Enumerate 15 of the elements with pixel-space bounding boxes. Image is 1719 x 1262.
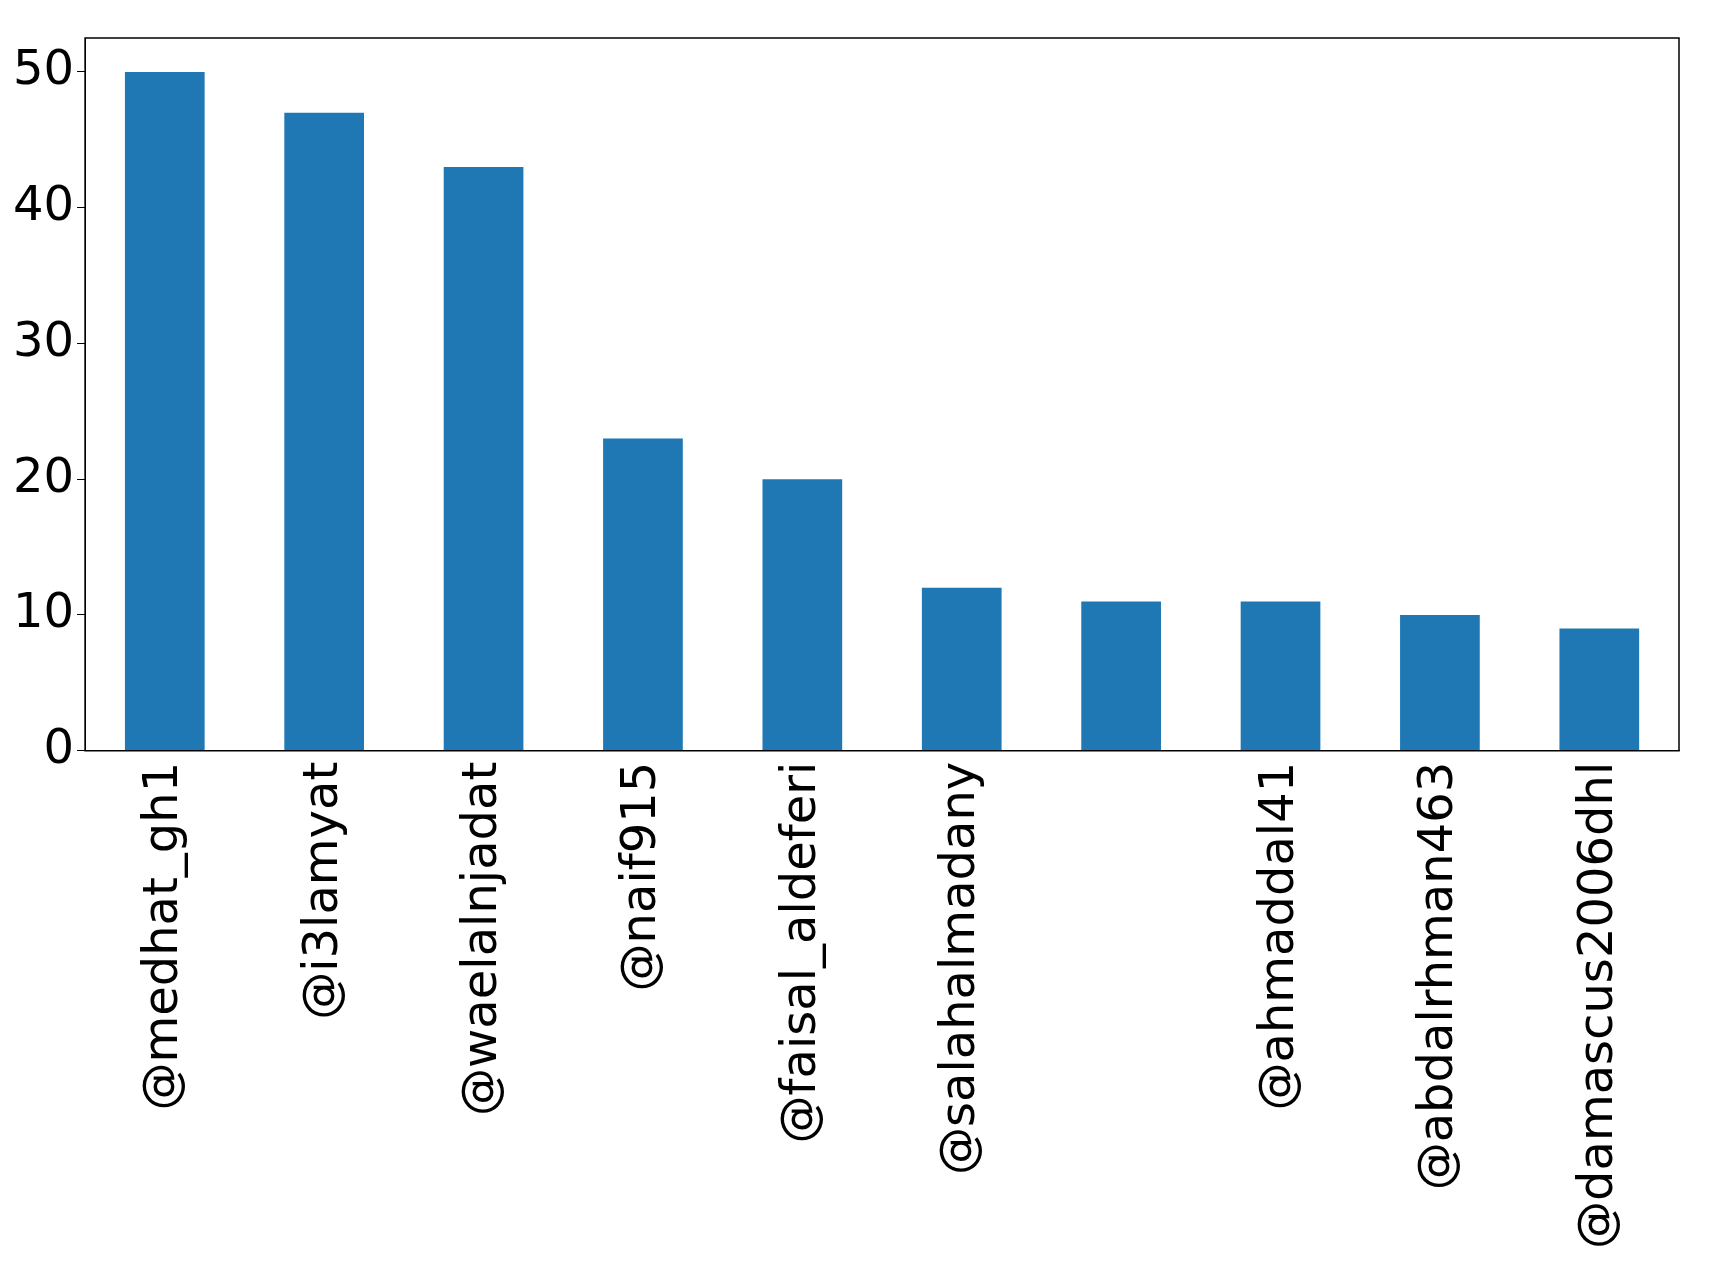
- x-tick-label: @medhat_gh1: [132, 761, 189, 1111]
- x-tick-label: @salahalmadany: [929, 761, 986, 1175]
- y-tick-label: 0: [43, 718, 75, 775]
- x-tick-label: @i3lamyat: [291, 761, 348, 1020]
- x-tick-label: @faisal_aldeferi: [769, 761, 826, 1144]
- x-tick-label: @waelalnjadat: [451, 761, 508, 1116]
- x-tick-label: @naif915: [610, 761, 667, 992]
- y-tick-label: 40: [13, 175, 75, 232]
- x-tick-label: @abdalrhman463: [1407, 761, 1464, 1191]
- y-tick-label: 50: [13, 39, 75, 96]
- y-tick-label: 10: [13, 582, 75, 639]
- y-tick-label: 20: [13, 446, 75, 503]
- x-tick-label: @damascus2006dhl: [1566, 761, 1623, 1249]
- y-tick-label: 30: [13, 310, 75, 367]
- x-tick-label: @ahmaddal41: [1247, 761, 1304, 1111]
